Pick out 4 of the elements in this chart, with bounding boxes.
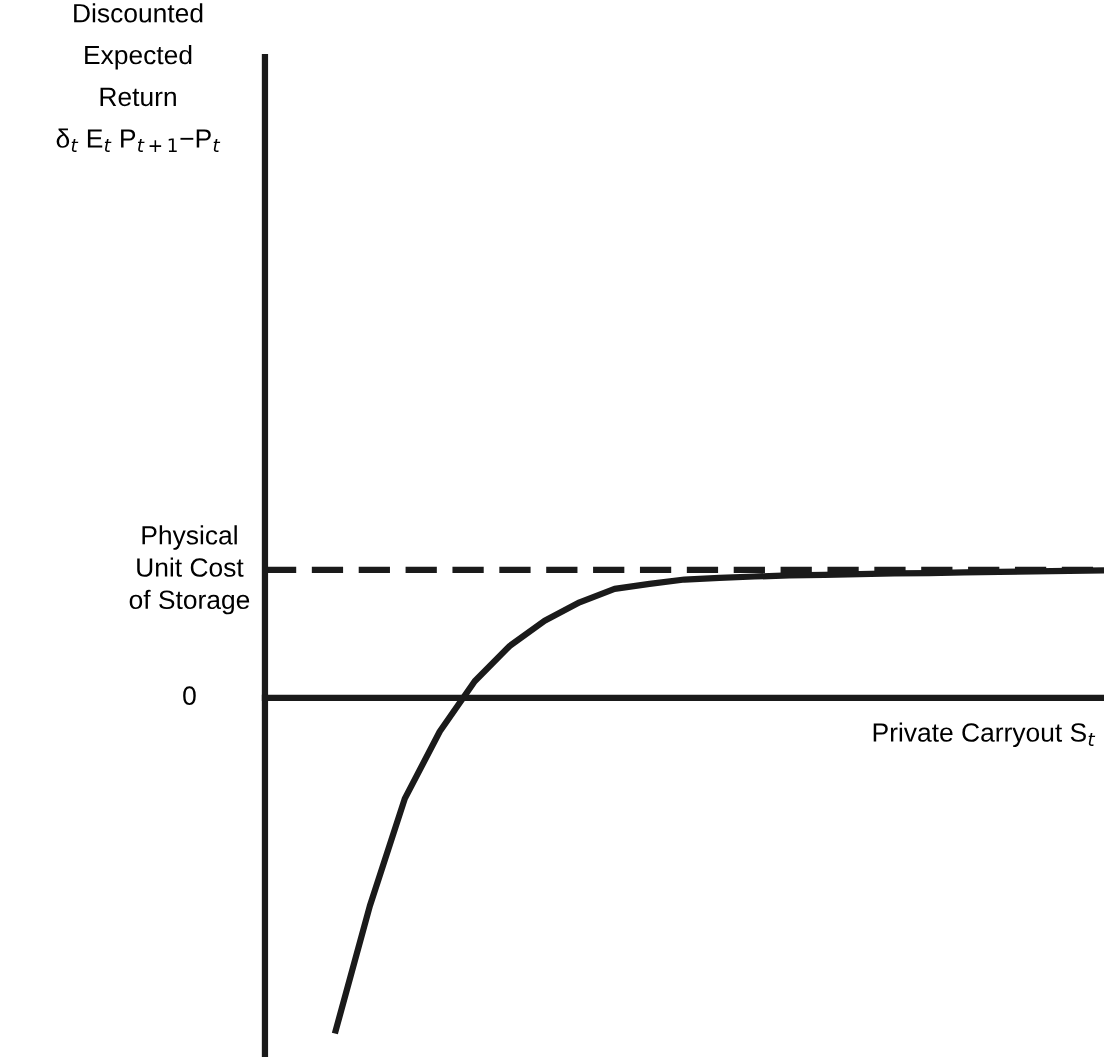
- x-axis-title: Private Carryout S$_{t}$: [873, 722, 1096, 748]
- text: Discounted Expected Return δ$_{t}$ E$_{t}$ P$_{t+1}$−P$_{t}$: [56, 3, 221, 152]
- text: 0: [183, 686, 196, 706]
- ref-line-label: Physical Unit Cost of Storage: [129, 525, 250, 615]
